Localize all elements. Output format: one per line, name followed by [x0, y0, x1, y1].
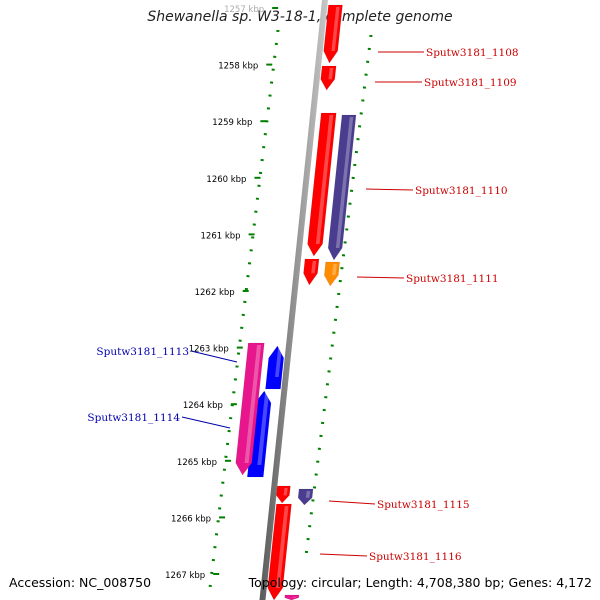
ruler-label: 1264 kbp	[183, 401, 223, 411]
gene-arrow	[320, 65, 337, 91]
gene-leader-line	[365, 188, 414, 191]
ruler-label: 1260 kbp	[206, 175, 246, 185]
ruler-label: 1266 kbp	[171, 514, 211, 524]
gene-highlight	[335, 117, 354, 248]
gene-arrow	[307, 112, 337, 257]
gene-arrow	[297, 488, 314, 506]
gene-highlight	[244, 345, 262, 463]
gene-arrow	[265, 345, 284, 390]
ruler-label: 1263 kbp	[189, 345, 229, 355]
gene-leader-line	[319, 553, 368, 557]
gene-leader-line	[328, 500, 376, 505]
gene-highlight	[311, 261, 317, 274]
gene-highlight	[292, 597, 297, 598]
genome-backbone	[259, 0, 328, 600]
gene-label: Sputw3181_1115	[377, 499, 470, 511]
gene-arrow	[267, 503, 292, 600]
gene-highlight	[274, 348, 282, 377]
genome-title: Shewanella sp. W3-18-1, complete genome	[147, 9, 453, 25]
gene-arrow	[323, 4, 343, 64]
ruler-label: 1262 kbp	[195, 288, 235, 298]
gene-highlight	[257, 393, 270, 465]
ruler-label: 1261 kbp	[201, 231, 241, 241]
gene-label: Sputw3181_1113	[96, 346, 189, 358]
gene-highlight	[283, 488, 288, 496]
gene-highlight	[332, 264, 337, 276]
gene-highlight	[315, 115, 334, 244]
gene-highlight	[331, 7, 340, 51]
gene-arrow	[327, 114, 357, 261]
gene-arrow	[235, 342, 265, 476]
dotted-track-left	[207, 29, 280, 593]
gene-label: Sputw3181_1116	[369, 551, 462, 563]
gene-arrow	[276, 485, 291, 504]
gene-leader-line	[181, 416, 231, 429]
gene-label: Sputw3181_1109	[424, 77, 517, 89]
ruler-label: 1265 kbp	[177, 458, 217, 468]
ruler-label: 1257 kbp	[224, 5, 264, 15]
ruler-label: 1258 kbp	[218, 62, 258, 72]
gene-label: Sputw3181_1114	[87, 412, 180, 424]
topology-label: Topology: circular; Length: 4,708,380 bp…	[248, 575, 592, 590]
gene-highlight	[328, 68, 334, 80]
ruler-label: 1267 kbp	[165, 571, 205, 581]
accession-label: Accession: NC_008750	[9, 575, 152, 590]
gene-label: Sputw3181_1108	[426, 47, 519, 59]
gene-label: Sputw3181_1110	[415, 185, 508, 197]
ruler-label: 1259 kbp	[212, 118, 252, 128]
gene-leader-line	[356, 276, 405, 279]
gene-leader-line	[190, 350, 238, 363]
gene-arrow	[324, 261, 340, 287]
gene-arrow	[284, 594, 300, 600]
gene-highlight	[275, 506, 289, 588]
gene-arrow	[303, 258, 320, 286]
gene-label: Sputw3181_1111	[406, 273, 499, 285]
gene-highlight	[305, 491, 311, 498]
